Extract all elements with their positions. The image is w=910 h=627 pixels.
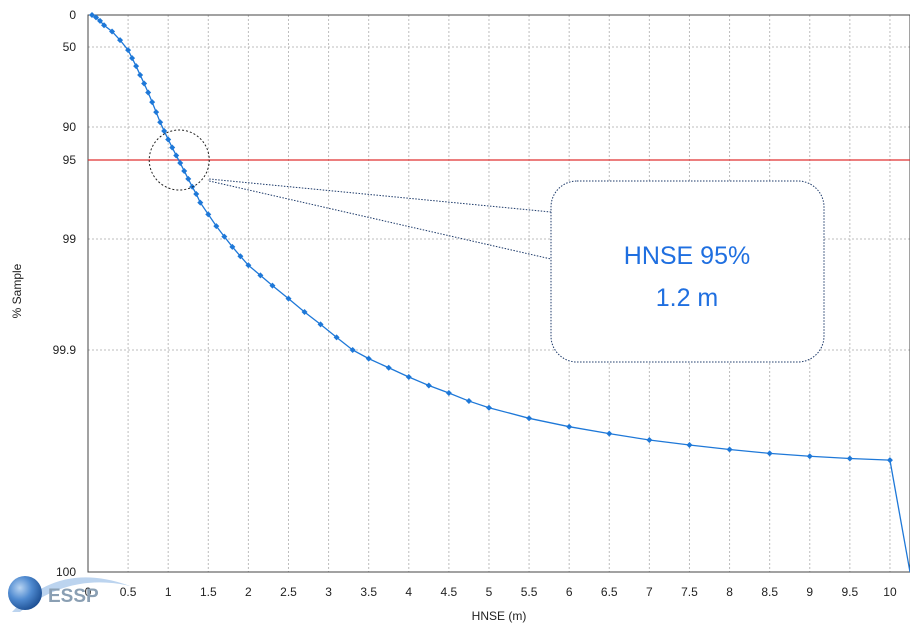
data-point	[137, 71, 144, 78]
x-tick-label: 5	[486, 585, 493, 599]
data-point	[726, 446, 733, 453]
x-tick-label: 4.5	[441, 585, 458, 599]
data-point	[526, 415, 533, 422]
data-point	[229, 243, 236, 250]
data-point	[101, 22, 108, 29]
annotation-label-line2: 1.2 m	[656, 284, 719, 312]
data-point	[846, 455, 853, 462]
data-point	[97, 17, 104, 24]
series-hnse	[89, 12, 910, 573]
annotation-hnse-95: HNSE 95% 1.2 m	[148, 129, 825, 363]
y-tick-label: 50	[63, 40, 77, 54]
data-point	[886, 457, 893, 464]
data-point	[766, 450, 773, 457]
plot-area-frame	[87, 14, 910, 573]
essp-logo: ESSP	[8, 576, 130, 612]
x-tick-label: 4	[405, 585, 412, 599]
x-tick-label: 2.5	[280, 585, 297, 599]
data-point	[165, 136, 172, 143]
data-point	[153, 109, 160, 116]
annotation-circle	[148, 129, 210, 191]
data-point	[485, 404, 492, 411]
annotation-callout-box	[550, 180, 825, 363]
logo-sphere	[8, 576, 42, 610]
y-tick-label: 90	[63, 120, 77, 134]
data-point	[269, 282, 276, 289]
x-tick-label: 8.5	[761, 585, 778, 599]
x-tick-label: 0.5	[120, 585, 137, 599]
data-point	[221, 233, 228, 240]
data-point	[646, 436, 653, 443]
data-point	[125, 47, 132, 54]
x-tick-label: 10	[883, 585, 897, 599]
annotation-pointer-line	[209, 180, 552, 260]
x-tick-label: 2	[245, 585, 252, 599]
data-point	[349, 347, 356, 353]
data-point	[133, 63, 140, 70]
x-axis-title: HNSE (m)	[472, 609, 527, 623]
x-tick-label: 3	[325, 585, 332, 599]
y-tick-labels: 0 50 90 95 99 99.9 100	[53, 8, 77, 579]
data-point	[237, 253, 244, 260]
data-point	[161, 127, 168, 134]
annotation-pointer-line	[209, 178, 552, 213]
data-point	[149, 99, 156, 106]
y-tick-label: 99	[63, 232, 77, 246]
data-point	[193, 191, 200, 198]
x-tick-label: 1	[165, 585, 172, 599]
y-axis-title: % Sample	[10, 263, 24, 318]
data-point	[465, 398, 472, 405]
data-point	[129, 55, 136, 62]
data-point	[285, 295, 292, 302]
data-point	[177, 160, 184, 167]
x-tick-label: 6.5	[601, 585, 618, 599]
data-point	[566, 423, 573, 430]
data-point	[181, 167, 188, 174]
x-tick-labels: 0 0.5 1 1.5 2 2.5 3 3.5 4 4.5 5 5.5 6 6.5 7 7.5 8 8.5 9 9.5…	[85, 585, 897, 599]
data-point	[445, 390, 452, 397]
data-point	[365, 355, 372, 362]
data-point	[405, 373, 412, 380]
data-point	[197, 199, 204, 206]
data-point	[117, 37, 124, 44]
data-point	[145, 89, 152, 96]
y-tick-label: 0	[69, 8, 76, 22]
y-tick-label: 100	[56, 565, 76, 579]
x-tick-label: 9	[806, 585, 813, 599]
data-point	[93, 14, 100, 21]
data-point	[109, 28, 116, 35]
x-tick-label: 0	[85, 585, 92, 599]
data-point	[157, 119, 164, 126]
x-tick-label: 5.5	[521, 585, 538, 599]
data-point	[173, 152, 180, 159]
data-point	[245, 262, 252, 269]
data-point	[806, 453, 813, 460]
annotation-label-line1: HNSE 95%	[624, 242, 750, 270]
data-point	[425, 382, 432, 389]
y-tick-label: 99.9	[53, 343, 77, 357]
x-tick-label: 9.5	[842, 585, 859, 599]
data-point	[141, 80, 148, 87]
x-tick-label: 1.5	[200, 585, 217, 599]
data-point	[686, 441, 693, 448]
y-tick-label: 95	[63, 153, 77, 167]
x-tick-label: 3.5	[360, 585, 377, 599]
data-point	[317, 321, 324, 328]
data-point	[606, 430, 613, 437]
logo-text: ESSP	[48, 586, 99, 607]
data-point	[213, 223, 220, 230]
data-point	[257, 272, 264, 279]
data-point	[205, 211, 212, 218]
x-tick-label: 6	[566, 585, 573, 599]
data-point	[301, 308, 308, 315]
data-point	[89, 12, 96, 18]
x-tick-label: 7.5	[681, 585, 698, 599]
x-tick-label: 8	[726, 585, 733, 599]
data-point	[185, 175, 192, 182]
x-tick-label: 7	[646, 585, 653, 599]
data-point	[169, 144, 176, 151]
data-point	[385, 364, 392, 371]
data-point	[333, 334, 340, 341]
